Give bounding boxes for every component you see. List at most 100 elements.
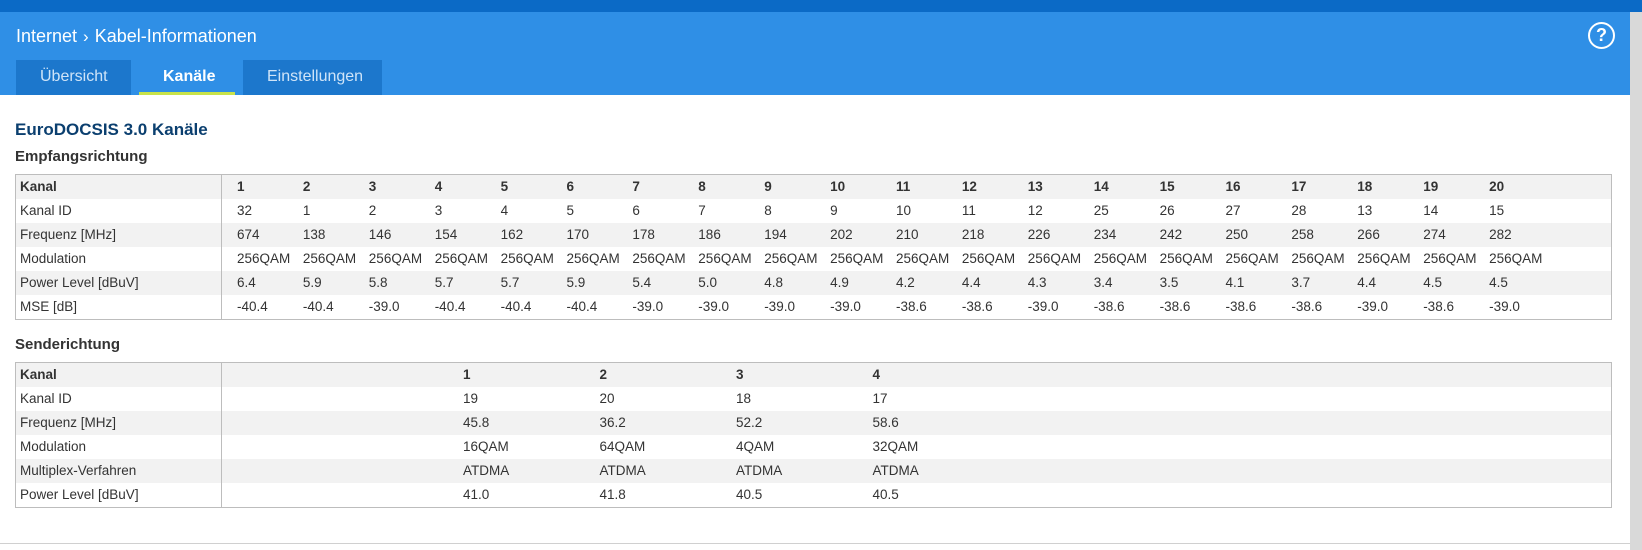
downstream-cell: -40.4 [566, 299, 598, 314]
downstream-cell: 7 [698, 203, 706, 218]
downstream-cell: -38.6 [1291, 299, 1323, 314]
upstream-cell: 4 [872, 367, 881, 382]
downstream-cell: 4 [434, 179, 443, 194]
upstream-row: Kanal 1 2 3 4 [16, 363, 1611, 387]
upstream-row: Power Level [dBuV] 41.0 41.8 40.5 40.5 [16, 483, 1611, 507]
downstream-cell: 218 [961, 227, 985, 242]
downstream-cell: 1 [237, 179, 245, 194]
breadcrumb-separator-icon: › [83, 26, 89, 46]
downstream-cell: 5.8 [368, 275, 388, 290]
downstream-cell: -38.6 [1093, 299, 1125, 314]
downstream-cell: 3 [368, 179, 377, 194]
downstream-cell: 11 [961, 203, 976, 218]
downstream-cell: 674 [237, 227, 260, 242]
downstream-cell: 4.5 [1489, 275, 1508, 290]
downstream-cell: 13 [1357, 203, 1373, 218]
upstream-cell: 58.6 [872, 415, 899, 430]
downstream-cell: 4.4 [961, 275, 981, 290]
downstream-cell: 26 [1159, 203, 1175, 218]
downstream-cell: 178 [632, 227, 655, 242]
downstream-cell: 170 [566, 227, 590, 242]
upstream-cell: 3 [736, 367, 744, 382]
upstream-cell: 20 [599, 391, 615, 406]
upstream-cell: 2 [599, 367, 608, 382]
downstream-cell: 234 [1093, 227, 1117, 242]
upstream-cell: 19 [463, 391, 479, 406]
downstream-cell: 256QAM [237, 251, 291, 266]
downstream-table: Kanal 1 2 3 4 5 6 7 8 9 10 11 12 13 14 15 16 17 18 19 20 Kana… [15, 174, 1612, 320]
downstream-cell: 9 [764, 179, 772, 194]
downstream-cell: 202 [830, 227, 853, 242]
upstream-row-label: Power Level [dBuV] [16, 483, 222, 507]
downstream-cell: -38.6 [1159, 299, 1191, 314]
downstream-cell: -39.0 [1489, 299, 1520, 314]
upstream-table: Kanal 1 2 3 4 Kanal ID 19 20 18 17 Frequenz [MHz] 4… [15, 362, 1612, 508]
upstream-cell: ATDMA [463, 463, 510, 478]
downstream-cell: 4 [500, 203, 509, 218]
scrollbar[interactable] [1630, 12, 1642, 550]
downstream-cell: 1 [302, 203, 311, 218]
downstream-cell: 256QAM [632, 251, 686, 266]
upstream-row-label: Multiplex-Verfahren [16, 459, 222, 483]
tab-einstellungen[interactable]: Einstellungen [243, 60, 382, 95]
downstream-cell: 10 [830, 179, 846, 194]
downstream-cell: 250 [1225, 227, 1249, 242]
downstream-cell: -40.4 [434, 299, 466, 314]
upstream-cell: 41.0 [463, 487, 490, 502]
downstream-cell: 256QAM [830, 251, 884, 266]
downstream-cell: 256QAM [566, 251, 620, 266]
downstream-cell: 19 [1423, 179, 1439, 194]
downstream-cell: 12 [1027, 203, 1043, 218]
upstream-cell: 41.8 [599, 487, 626, 502]
downstream-row: MSE [dB] -40.4 -40.4 -39.0 -40.4 -40.4 -40.4 -3… [16, 295, 1611, 319]
tab-uebersicht[interactable]: Übersicht [16, 60, 131, 95]
tab-bar: Übersicht Kanäle Einstellungen [16, 60, 382, 95]
downstream-cell: 3.7 [1291, 275, 1311, 290]
downstream-row: Power Level [dBuV] 6.4 5.9 5.8 5.7 5.7 5.9 5.4 5… [16, 271, 1611, 295]
downstream-cell: 14 [1423, 203, 1439, 218]
downstream-cell: 186 [698, 227, 721, 242]
downstream-row-label: Modulation [16, 247, 222, 271]
downstream-cell: -40.4 [302, 299, 334, 314]
help-icon[interactable]: ? [1588, 22, 1615, 49]
downstream-cell: 162 [500, 227, 524, 242]
downstream-cell: 256QAM [1489, 251, 1543, 266]
downstream-cell: 256QAM [1291, 251, 1345, 266]
downstream-cell: 5.9 [302, 275, 322, 290]
upstream-cell: 52.2 [736, 415, 763, 430]
downstream-cell: -39.0 [1027, 299, 1059, 314]
downstream-cell: 256QAM [434, 251, 488, 266]
upstream-row: Kanal ID 19 20 18 17 [16, 387, 1611, 411]
downstream-cell: 18 [1357, 179, 1373, 194]
downstream-cell: 154 [434, 227, 458, 242]
upstream-cell: ATDMA [736, 463, 783, 478]
downstream-cell: 4.1 [1225, 275, 1245, 290]
downstream-cell: 256QAM [1159, 251, 1213, 266]
main-content: EuroDOCSIS 3.0 Kanäle Empfangsrichtung K… [0, 95, 1630, 550]
downstream-cell: 14 [1093, 179, 1109, 194]
upstream-cell: ATDMA [872, 463, 919, 478]
downstream-cell: 256QAM [1027, 251, 1082, 266]
downstream-cell: -39.0 [632, 299, 664, 314]
downstream-row: Kanal 1 2 3 4 5 6 7 8 9 10 11 12 13 14 15 16 17 18 19 20 [16, 175, 1611, 199]
upstream-cell: 18 [736, 391, 752, 406]
downstream-cell: 274 [1423, 227, 1446, 242]
downstream-row-label: Kanal [16, 175, 222, 199]
downstream-cell: 27 [1225, 203, 1241, 218]
downstream-cell: 2 [368, 203, 377, 218]
downstream-cell: 17 [1291, 179, 1307, 194]
section-title: EuroDOCSIS 3.0 Kanäle [15, 120, 208, 139]
upstream-row: Multiplex-Verfahren ATDMA ATDMA ATDMA ATDMA [16, 459, 1611, 483]
downstream-cell: -38.6 [1423, 299, 1454, 314]
downstream-cell: 20 [1489, 179, 1505, 194]
breadcrumb-parent-link[interactable]: Internet [16, 26, 78, 46]
downstream-row-label: Power Level [dBuV] [16, 271, 222, 295]
upstream-cell: 32QAM [872, 439, 919, 454]
downstream-cell: 210 [896, 227, 919, 242]
downstream-cell: 242 [1159, 227, 1183, 242]
tab-kanaele[interactable]: Kanäle [139, 60, 235, 95]
downstream-cell: 256QAM [1225, 251, 1279, 266]
downstream-cell: 10 [896, 203, 912, 218]
downstream-cell: 12 [961, 179, 977, 194]
downstream-cell: 3.4 [1093, 275, 1113, 290]
